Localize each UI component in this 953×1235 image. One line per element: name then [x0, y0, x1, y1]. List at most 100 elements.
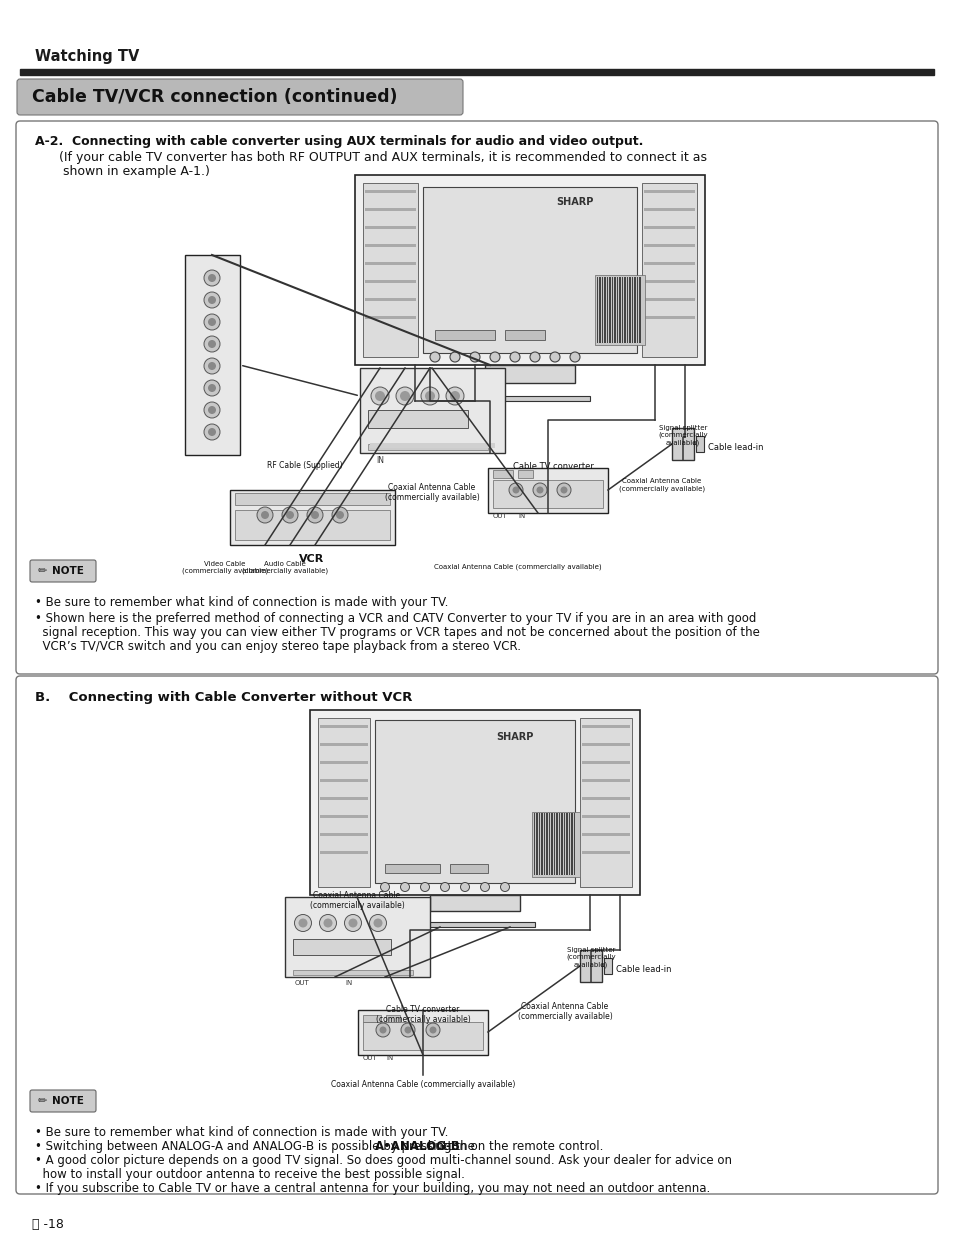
Bar: [546, 813, 547, 876]
Text: Cable TV converter: Cable TV converter: [512, 462, 593, 471]
Text: VCR’s TV/VCR switch and you can enjoy stereo tape playback from a stereo VCR.: VCR’s TV/VCR switch and you can enjoy st…: [35, 640, 520, 653]
Text: Cable lead-in: Cable lead-in: [707, 443, 762, 452]
Bar: [598, 277, 600, 343]
Bar: [359, 368, 504, 453]
Bar: [319, 725, 368, 727]
Circle shape: [204, 380, 220, 396]
Bar: [357, 1010, 488, 1055]
Bar: [581, 725, 629, 727]
Bar: [363, 1023, 482, 1050]
Bar: [579, 718, 631, 887]
Circle shape: [204, 314, 220, 330]
Bar: [574, 813, 575, 876]
Bar: [319, 761, 368, 764]
Circle shape: [282, 508, 297, 522]
Circle shape: [533, 483, 546, 496]
Circle shape: [311, 511, 318, 519]
Bar: [624, 277, 625, 343]
Bar: [493, 480, 602, 508]
Bar: [581, 761, 629, 764]
Circle shape: [420, 387, 438, 405]
Text: Cable TV/VCR connection (continued): Cable TV/VCR connection (continued): [32, 88, 397, 106]
Text: SHARP: SHARP: [496, 732, 533, 742]
Circle shape: [395, 387, 414, 405]
Circle shape: [208, 317, 215, 326]
Circle shape: [208, 429, 215, 436]
Text: IN: IN: [386, 1055, 393, 1061]
Circle shape: [319, 914, 336, 931]
Bar: [386, 1015, 399, 1023]
Bar: [606, 277, 608, 343]
Text: • A good color picture depends on a good TV signal. So does good multi-channel s: • A good color picture depends on a good…: [35, 1153, 731, 1167]
Bar: [435, 330, 495, 340]
Bar: [621, 277, 623, 343]
Bar: [365, 226, 416, 228]
Bar: [643, 245, 695, 247]
Bar: [643, 262, 695, 266]
Bar: [470, 396, 589, 401]
Bar: [543, 813, 545, 876]
Bar: [375, 720, 575, 883]
Circle shape: [208, 274, 215, 282]
Text: NOTE: NOTE: [52, 566, 84, 576]
Circle shape: [374, 919, 382, 927]
Bar: [581, 815, 629, 818]
Text: OUT: OUT: [363, 1055, 377, 1061]
Bar: [558, 813, 560, 876]
Text: (If your cable TV converter has both RF OUTPUT and AUX terminals, it is recommen: (If your cable TV converter has both RF …: [35, 151, 706, 163]
Circle shape: [569, 352, 579, 362]
Circle shape: [512, 487, 519, 494]
Circle shape: [208, 362, 215, 370]
Bar: [363, 1015, 380, 1023]
Text: Coaxial Antenna Cable
(commercially available): Coaxial Antenna Cable (commercially avai…: [384, 483, 478, 503]
Bar: [643, 226, 695, 228]
Bar: [319, 797, 368, 800]
Bar: [554, 813, 555, 876]
Circle shape: [204, 291, 220, 308]
Bar: [581, 743, 629, 746]
Text: Coaxial Antenna Cable (commercially available): Coaxial Antenna Cable (commercially avai…: [331, 1079, 515, 1089]
Bar: [422, 186, 637, 353]
Circle shape: [298, 919, 307, 927]
Bar: [643, 280, 695, 283]
Text: VCR: VCR: [299, 555, 324, 564]
Bar: [285, 897, 430, 977]
Text: ✏: ✏: [38, 566, 48, 576]
Circle shape: [399, 391, 410, 401]
Text: IN: IN: [345, 981, 352, 986]
Circle shape: [286, 511, 294, 519]
Circle shape: [332, 508, 348, 522]
Text: Coaxial Antenna Cable
(commercially available): Coaxial Antenna Cable (commercially avai…: [618, 478, 704, 492]
Bar: [365, 316, 416, 319]
Bar: [612, 277, 613, 343]
Bar: [597, 277, 598, 343]
Text: OUT: OUT: [294, 981, 310, 986]
Circle shape: [204, 403, 220, 417]
Text: • Be sure to remember what kind of connection is made with your TV.: • Be sure to remember what kind of conne…: [35, 597, 448, 609]
Bar: [538, 813, 540, 876]
Text: button on the remote control.: button on the remote control.: [424, 1140, 603, 1153]
Circle shape: [307, 508, 323, 522]
Bar: [581, 779, 629, 782]
Bar: [604, 277, 605, 343]
Bar: [568, 813, 570, 876]
Text: A•ANALOG-B: A•ANALOG-B: [375, 1140, 459, 1153]
Circle shape: [420, 883, 429, 892]
Circle shape: [500, 883, 509, 892]
Circle shape: [204, 424, 220, 440]
Circle shape: [294, 914, 312, 931]
Text: SHARP: SHARP: [556, 198, 593, 207]
Bar: [603, 958, 612, 974]
Bar: [637, 277, 638, 343]
FancyBboxPatch shape: [16, 121, 937, 674]
Circle shape: [371, 387, 389, 405]
Circle shape: [335, 511, 344, 519]
FancyBboxPatch shape: [30, 1091, 96, 1112]
Circle shape: [429, 1026, 436, 1034]
Bar: [609, 277, 610, 343]
Circle shape: [536, 487, 543, 494]
Bar: [579, 950, 601, 982]
Bar: [317, 718, 370, 887]
Text: Signal splitter
(commercially
available): Signal splitter (commercially available): [565, 947, 616, 968]
Text: • Shown here is the preferred method of connecting a VCR and CATV Converter to y: • Shown here is the preferred method of …: [35, 613, 756, 625]
